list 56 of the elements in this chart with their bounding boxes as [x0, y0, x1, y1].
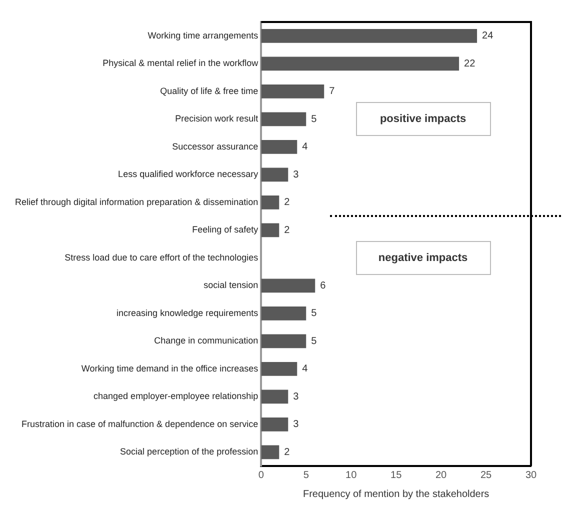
bar: [261, 278, 316, 293]
y-tick-label: Working time demand in the office increases: [81, 363, 259, 374]
y-tick-label: Stress load due to care effort of the technologies: [64, 252, 259, 262]
data-label: 5: [311, 336, 318, 347]
data-label: 24: [482, 30, 494, 42]
y-tick-label: Relief through digital information preparation & dissemination: [14, 196, 258, 207]
data-label: 2: [284, 224, 290, 236]
x-tick-label: 0: [258, 470, 264, 481]
bar: [261, 390, 288, 404]
data-label: 4: [302, 142, 308, 153]
bar: [261, 223, 280, 238]
y-tick-label: Physical & mental relief in the workflow: [102, 58, 259, 68]
bar: [261, 112, 306, 126]
data-label: 7: [329, 86, 336, 98]
bar: [261, 140, 298, 154]
y-tick-label: increasing knowledge requirements: [116, 308, 259, 318]
bar: [261, 306, 306, 320]
data-label: 3: [293, 391, 300, 402]
bar: [261, 168, 288, 182]
x-axis-title: Frequency of mention by the stakeholders: [302, 488, 490, 500]
bar: [261, 362, 298, 376]
data-label: 22: [464, 58, 476, 70]
x-tick-label: 10: [346, 470, 358, 481]
y-tick-label: Feeling of safety: [192, 224, 259, 235]
data-label: 2: [284, 446, 290, 458]
y-tick-label: Less qualified workforce necessary: [118, 169, 259, 180]
y-tick-label: Change in communication: [154, 336, 258, 346]
bar: [261, 56, 460, 71]
y-tick-label: Working time arrangements: [148, 30, 259, 40]
y-tick-label: Precision work result: [175, 114, 259, 124]
x-tick-label: 20: [435, 470, 448, 481]
bar: [261, 334, 306, 348]
y-tick-label: Quality of life & free time: [160, 86, 258, 96]
bar: [261, 195, 280, 210]
x-tick-label: 30: [525, 470, 537, 481]
bar: [261, 84, 324, 98]
data-label: 2: [284, 197, 290, 208]
data-label: 5: [311, 308, 318, 320]
bar: [261, 28, 478, 43]
label-box: negative impacts: [356, 240, 490, 275]
y-tick-label: Frustration in case of malfunction & dependence on service: [21, 418, 258, 429]
data-label: 6: [320, 280, 326, 292]
data-label: 3: [293, 169, 300, 180]
y-tick-label: Social perception of the profession: [120, 446, 258, 457]
x-tick-label: 15: [390, 470, 402, 481]
bar: [261, 417, 288, 432]
y-tick-label: social tension: [204, 280, 258, 290]
data-label: 5: [311, 114, 318, 125]
y-tick-label: changed employer-employee relationship: [94, 391, 258, 402]
x-tick-label: 25: [480, 470, 492, 481]
y-tick-label: Successor assurance: [172, 141, 258, 152]
data-label: 3: [293, 419, 300, 430]
label-box: positive impacts: [356, 102, 490, 136]
data-label: 4: [302, 364, 308, 375]
bar: [261, 445, 280, 460]
x-tick-label: 5: [303, 470, 310, 481]
